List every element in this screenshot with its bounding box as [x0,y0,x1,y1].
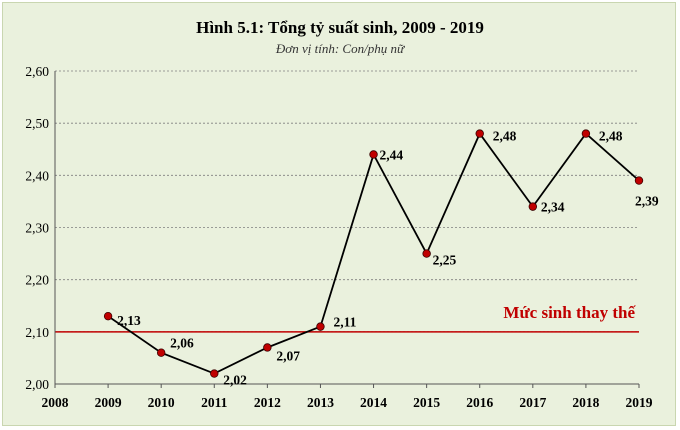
data-label: 2,02 [223,373,247,388]
data-point [475,129,484,138]
data-point [528,202,538,211]
x-tick-label: 2015 [413,395,440,410]
data-label: 2,13 [117,313,141,328]
line-chart: Hình 5.1: Tổng tỷ suất sinh, 2009 - 2019… [25,18,659,410]
data-point [581,129,591,138]
chart-title: Hình 5.1: Tổng tỷ suất sinh, 2009 - 2019 [196,18,484,37]
x-tick-label: 2016 [466,395,493,410]
axes: 2,00 2,10 2,20 2,30 2,40 2,50 2,60 2008 2009 2010… [25,64,652,410]
data-label: 2,39 [635,194,659,209]
reference-line-label: Mức sinh thay thế [503,303,636,322]
data-point [634,176,644,185]
x-tick-label: 2012 [254,395,281,410]
data-point [369,150,378,159]
reference-line-group: Mức sinh thay thế [55,303,639,333]
data-label: 2,07 [276,348,300,363]
data-point [103,311,113,321]
x-tick-label: 2017 [519,395,546,410]
data-point [316,322,325,331]
data-label: 2,48 [599,129,623,144]
data-point [210,369,219,378]
x-tick-label: 2011 [201,395,228,410]
data-label: 2,06 [170,336,194,351]
data-label: 2,11 [333,315,356,330]
data-point [156,348,166,357]
y-tick-label: 2,20 [25,273,49,288]
x-tick-label: 2013 [307,395,334,410]
x-tick-label: 2010 [148,395,175,410]
data-label: 2,34 [541,200,565,215]
data-point [263,343,272,352]
data-label: 2,44 [380,147,404,162]
labels-group: 2,13 2,06 2,02 2,07 2,11 2,44 2,25 2,48 2,34 2,48… [117,129,659,388]
data-label: 2,25 [433,253,457,268]
data-label: 2,48 [493,129,517,144]
chart-frame: Hình 5.1: Tổng tỷ suất sinh, 2009 - 2019… [2,2,676,426]
y-tick-label: 2,60 [25,64,49,79]
y-tick-label: 2,50 [25,116,49,131]
data-point [422,249,431,258]
x-tick-label: 2009 [95,395,122,410]
chart-subtitle: Đơn vị tính: Con/phụ nữ [275,41,405,56]
x-tick-label: 2019 [626,395,653,410]
series-group [103,129,644,378]
y-tick-label: 2,00 [25,377,49,392]
y-tick-label: 2,40 [25,168,49,183]
x-tick-label: 2018 [572,395,599,410]
x-tick-label: 2014 [360,395,387,410]
y-tick-label: 2,10 [25,325,49,340]
y-tick-label: 2,30 [25,221,49,236]
x-tick-label: 2008 [42,395,69,410]
